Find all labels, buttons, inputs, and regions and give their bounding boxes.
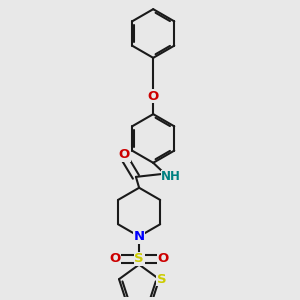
Text: O: O bbox=[119, 148, 130, 161]
Text: O: O bbox=[158, 252, 169, 265]
Text: N: N bbox=[134, 230, 145, 243]
Text: O: O bbox=[148, 90, 159, 103]
Text: O: O bbox=[109, 252, 120, 265]
Text: S: S bbox=[157, 273, 166, 286]
Text: NH: NH bbox=[161, 170, 181, 183]
Text: S: S bbox=[134, 252, 144, 265]
